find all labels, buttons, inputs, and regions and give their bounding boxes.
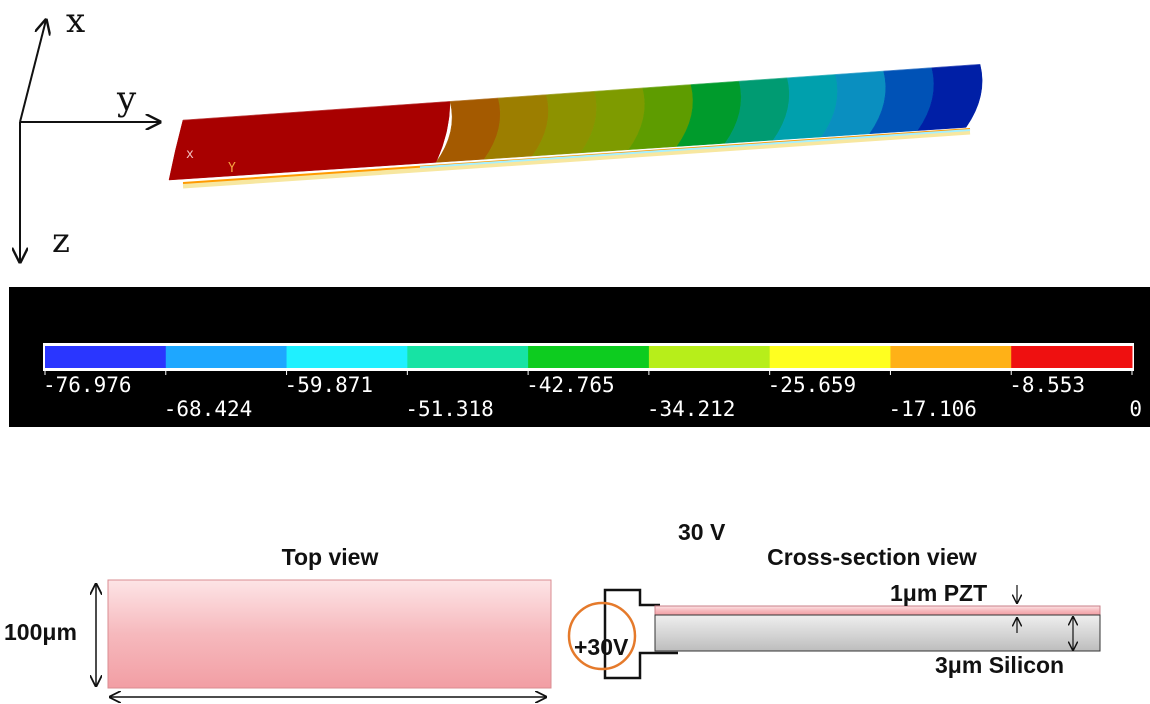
colorbar-label: -42.765: [526, 373, 615, 397]
colorbar-segment: [769, 346, 891, 368]
axis-triad: x y z: [20, 1, 160, 262]
beam-bottom-edge: [182, 129, 971, 189]
cross-section-view: 30 V Cross-section view +30V 1μm PZT 3μm…: [567, 519, 1101, 680]
colorbar-labels-row1: -76.976 -59.871 -42.765 -25.659 -8.553: [43, 373, 1085, 397]
colorbar: [45, 346, 1133, 368]
colorbar-label: -17.106: [888, 397, 977, 421]
colorbar-segment: [45, 346, 167, 368]
colorbar-segment: [890, 346, 1012, 368]
colorbar-ticks: [44, 368, 1133, 375]
silicon-label: 3μm Silicon: [935, 652, 1064, 678]
colorbar-label: -34.212: [647, 397, 736, 421]
top-view-beam: [107, 579, 552, 689]
x-axis-arrow: [19, 20, 46, 123]
pzt-layer: [654, 605, 1101, 616]
colorbar-segment: [407, 346, 529, 368]
colorbar-segment: [648, 346, 771, 368]
top-view-title: Top view: [282, 544, 379, 570]
pzt-label: 1μm PZT: [890, 580, 987, 606]
voltage-source: [567, 601, 637, 671]
colorbar-segment: [528, 346, 650, 368]
colorbar-label: -76.976: [43, 373, 132, 397]
colorbar-segment: [165, 346, 288, 368]
beam-contour-band: [917, 63, 983, 131]
clamp-electrode: [603, 588, 678, 680]
colorbar-label: -25.659: [768, 373, 857, 397]
colorbar-label: -68.424: [164, 397, 253, 421]
cross-section-title: Cross-section view: [767, 544, 977, 570]
beam-bottom-edge-cool: [419, 129, 971, 169]
colorbar-labels-row2: -68.424 -51.318 -34.212 -17.106 0: [164, 397, 1142, 421]
colorbar-label: -51.318: [405, 397, 494, 421]
colorbar-segment: [1011, 346, 1133, 368]
top-view: Top view 100μm: [4, 544, 552, 697]
colorbar-segment: [286, 346, 408, 368]
z-axis-label: z: [52, 221, 70, 261]
model-marker-x: x: [186, 147, 194, 162]
source-label: +30V: [574, 634, 629, 660]
colorbar-label: -59.871: [285, 373, 374, 397]
silicon-layer: [654, 614, 1101, 652]
colorbar-label: -8.553: [1009, 373, 1085, 397]
colorbar-label: 0: [1129, 397, 1142, 421]
cantilever-contour: xY: [168, 63, 983, 189]
beam-top-edge: [182, 63, 981, 121]
width-label: 100μm: [4, 619, 77, 645]
y-axis-label: y: [116, 79, 137, 119]
model-marker-y: Y: [228, 161, 236, 176]
voltage-label: 30 V: [678, 519, 726, 545]
x-axis-label: x: [66, 1, 85, 41]
